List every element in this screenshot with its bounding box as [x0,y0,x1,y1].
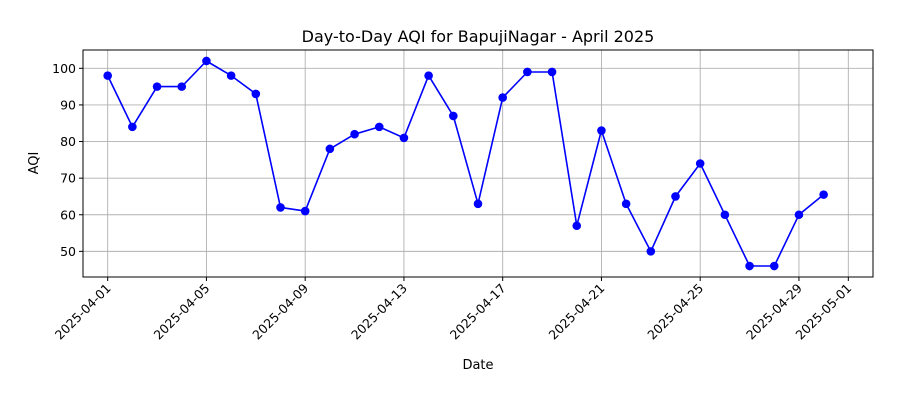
aqi-point [226,71,236,80]
aqi-point [473,199,483,209]
x-tick-label: 2025-04-13 [348,281,410,343]
aqi-point [695,159,705,168]
aqi-point [498,93,507,102]
aqi-point [177,82,187,91]
y-tick-label: 80 [60,134,76,149]
aqi-point [819,190,828,199]
aqi-point [572,221,582,231]
aqi-point [794,210,804,220]
aqi-point [251,89,261,99]
x-tick-label: 2025-04-25 [644,281,706,343]
y-tick-label: 70 [60,171,76,186]
chart-title: Day-to-Day AQI for BapujiNagar - April 2… [302,27,655,46]
aqi-point [720,210,730,220]
aqi-point [523,67,532,77]
y-tick-label: 100 [52,61,76,76]
y-axis-label: AQI [27,152,42,175]
x-tick-label: 2025-04-05 [151,281,213,343]
aqi-point [597,126,606,135]
aqi-point [646,247,656,256]
aqi-point [103,71,112,80]
aqi-point [152,82,162,91]
aqi-point [745,261,754,271]
x-tick-label: 2025-04-09 [249,280,311,342]
plot-frame [82,49,874,278]
aqi-point [399,133,409,143]
aqi-point [424,71,433,80]
aqi-point [547,67,557,77]
x-tick-label: 2025-04-17 [447,281,509,343]
aqi-point [374,122,384,132]
aqi-point [621,199,631,209]
aqi-point [276,203,285,212]
aqi-point [449,111,458,121]
y-tick-label: 60 [60,207,76,222]
aqi-series [103,56,828,271]
aqi-point [325,144,335,154]
x-tick-label: 2025-04-21 [546,281,608,343]
aqi-point [671,192,680,201]
aqi-point [300,206,310,216]
y-tick-label: 90 [60,97,76,112]
aqi-point [128,122,137,132]
aqi-point [769,261,779,271]
x-axis-label: Date [462,358,493,373]
aqi-point [202,56,211,66]
grid [83,50,873,277]
axis-ticks: 2025-04-01 2025-04-05 2025-04-09 2025-04-13… [52,61,855,343]
x-tick-label: 2025-04-01 [52,281,114,343]
aqi-point [350,129,359,139]
y-tick-label: 50 [60,244,76,259]
aqi-series-line [106,60,825,267]
